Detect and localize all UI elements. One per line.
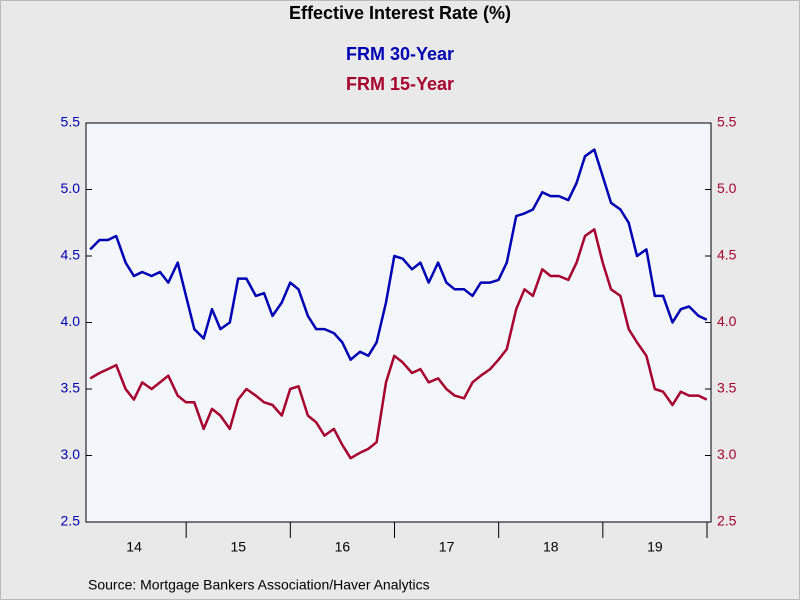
y2-tick-label: 4.5: [717, 247, 737, 263]
y2-tick-label: 5.5: [717, 114, 737, 130]
x-tick-label: 18: [543, 539, 559, 555]
y2-tick-label: 5.0: [717, 180, 737, 196]
y-tick-label: 3.5: [61, 380, 81, 396]
x-tick-label: 14: [126, 539, 142, 555]
x-tick-label: 16: [335, 539, 351, 555]
y-tick-label: 5.0: [61, 180, 81, 196]
y-tick-label: 4.0: [61, 313, 81, 329]
y-tick-label: 4.5: [61, 247, 81, 263]
chart-title: Effective Interest Rate (%): [289, 3, 511, 23]
x-tick-label: 15: [230, 539, 246, 555]
plot-area: [85, 122, 712, 523]
y-tick-label: 5.5: [61, 114, 81, 130]
x-tick-label: 19: [647, 539, 663, 555]
x-tick-label: 17: [439, 539, 455, 555]
y-tick-label: 2.5: [61, 513, 81, 529]
y2-tick-label: 4.0: [717, 313, 737, 329]
y2-tick-label: 2.5: [717, 513, 737, 529]
series-line: [89, 228, 708, 460]
series-line: [89, 148, 708, 361]
y2-tick-label: 3.5: [717, 380, 737, 396]
source-note: Source: Mortgage Bankers Association/Hav…: [88, 577, 430, 593]
legend-entry: FRM 30-Year: [346, 44, 454, 64]
y-tick-label: 3.0: [61, 446, 81, 462]
y2-tick-label: 3.0: [717, 446, 737, 462]
legend-entry: FRM 15-Year: [346, 74, 454, 94]
